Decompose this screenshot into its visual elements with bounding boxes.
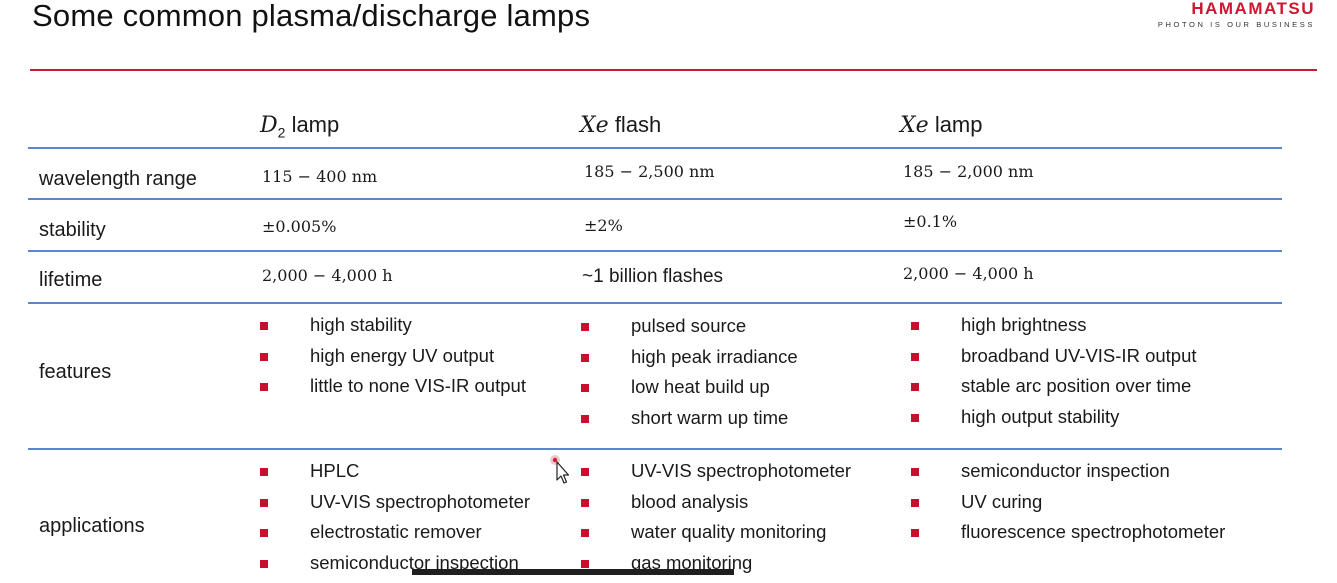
bullet-icon <box>581 384 589 392</box>
list-item: high stability <box>258 315 526 346</box>
bullet-icon <box>911 322 919 330</box>
bullet-icon <box>260 499 268 507</box>
list-item: high output stability <box>909 407 1197 438</box>
features-list-xe-flash: pulsed source high peak irradiance low h… <box>579 316 798 438</box>
wavelength-d2: 115 − 400 nm <box>262 167 377 186</box>
column-header-xe-flash: Xe flash <box>580 112 661 138</box>
list-item: gas monitoring <box>579 553 851 583</box>
list-item: short warm up time <box>579 408 798 439</box>
logo-name: HAMAMATSU <box>1158 0 1315 18</box>
list-item: fluorescence spectrophotometer <box>909 522 1225 553</box>
stability-d2: ±0.005% <box>262 217 336 236</box>
applications-list-xe-lamp: semiconductor inspection UV curing fluor… <box>909 461 1225 553</box>
wavelength-xe-lamp: 185 − 2,000 nm <box>903 162 1033 181</box>
bullet-icon <box>581 415 589 423</box>
column-header-xe-lamp: Xe lamp <box>900 112 983 138</box>
bullet-icon <box>260 322 268 330</box>
list-item: blood analysis <box>579 492 851 523</box>
video-scrubber-bar[interactable] <box>412 569 734 575</box>
list-item: water quality monitoring <box>579 522 851 553</box>
list-item: high brightness <box>909 315 1197 346</box>
bullet-icon <box>581 323 589 331</box>
list-item: HPLC <box>258 461 530 492</box>
bullet-icon <box>911 414 919 422</box>
bullet-icon <box>581 354 589 362</box>
list-item: pulsed source <box>579 316 798 347</box>
bullet-icon <box>260 353 268 361</box>
wavelength-xe-flash: 185 − 2,500 nm <box>584 162 714 181</box>
row-label-stability: stability <box>39 219 106 242</box>
row-divider <box>28 198 1282 200</box>
bullet-icon <box>581 560 589 568</box>
bullet-icon <box>911 353 919 361</box>
list-item: stable arc position over time <box>909 376 1197 407</box>
column-header-d2-lamp: D2 lamp <box>260 112 339 140</box>
features-list-d2: high stability high energy UV output lit… <box>258 315 526 407</box>
row-divider <box>28 302 1282 304</box>
row-label-applications: applications <box>39 515 145 538</box>
list-item: high energy UV output <box>258 346 526 377</box>
row-divider <box>28 448 1282 450</box>
bullet-icon <box>911 529 919 537</box>
bullet-icon <box>911 499 919 507</box>
bullet-icon <box>260 560 268 568</box>
lifetime-xe-lamp: 2,000 − 4,000 h <box>903 264 1034 283</box>
list-item: UV curing <box>909 492 1225 523</box>
list-item: little to none VIS-IR output <box>258 376 526 407</box>
list-item: semiconductor inspection <box>909 461 1225 492</box>
list-item: UV-VIS spectrophotometer <box>579 461 851 492</box>
row-divider <box>28 147 1282 149</box>
row-label-lifetime: lifetime <box>39 269 102 292</box>
lifetime-xe-flash: ~1 billion flashes <box>582 266 723 288</box>
lifetime-d2: 2,000 − 4,000 h <box>262 266 393 285</box>
hamamatsu-logo: HAMAMATSU PHOTON IS OUR BUSINESS <box>1158 0 1315 29</box>
bullet-icon <box>581 529 589 537</box>
row-divider <box>28 250 1282 252</box>
bullet-icon <box>260 468 268 476</box>
stability-xe-flash: ±2% <box>584 216 623 235</box>
row-label-wavelength: wavelength range <box>39 168 197 191</box>
features-list-xe-lamp: high brightness broadband UV-VIS-IR outp… <box>909 315 1197 437</box>
bullet-icon <box>911 468 919 476</box>
page-title: Some common plasma/discharge lamps <box>32 0 590 34</box>
mouse-cursor-icon <box>549 452 569 486</box>
bullet-icon <box>260 383 268 391</box>
list-item: semiconductor inspection <box>258 553 530 583</box>
list-item: broadband UV-VIS-IR output <box>909 346 1197 377</box>
bullet-icon <box>260 529 268 537</box>
bullet-icon <box>911 383 919 391</box>
stability-xe-lamp: ±0.1% <box>903 212 957 231</box>
list-item: low heat build up <box>579 377 798 408</box>
bullet-icon <box>581 499 589 507</box>
lamp-comparison-table: D2 lamp Xe flash Xe lamp wavelength rang… <box>28 100 1282 575</box>
list-item: UV-VIS spectrophotometer <box>258 492 530 523</box>
applications-list-d2: HPLC UV-VIS spectrophotometer electrosta… <box>258 461 530 583</box>
title-divider <box>30 69 1317 71</box>
logo-tagline: PHOTON IS OUR BUSINESS <box>1158 20 1315 29</box>
applications-list-xe-flash: UV-VIS spectrophotometer blood analysis … <box>579 461 851 583</box>
row-label-features: features <box>39 361 111 384</box>
list-item: electrostatic remover <box>258 522 530 553</box>
bullet-icon <box>581 468 589 476</box>
list-item: high peak irradiance <box>579 347 798 378</box>
